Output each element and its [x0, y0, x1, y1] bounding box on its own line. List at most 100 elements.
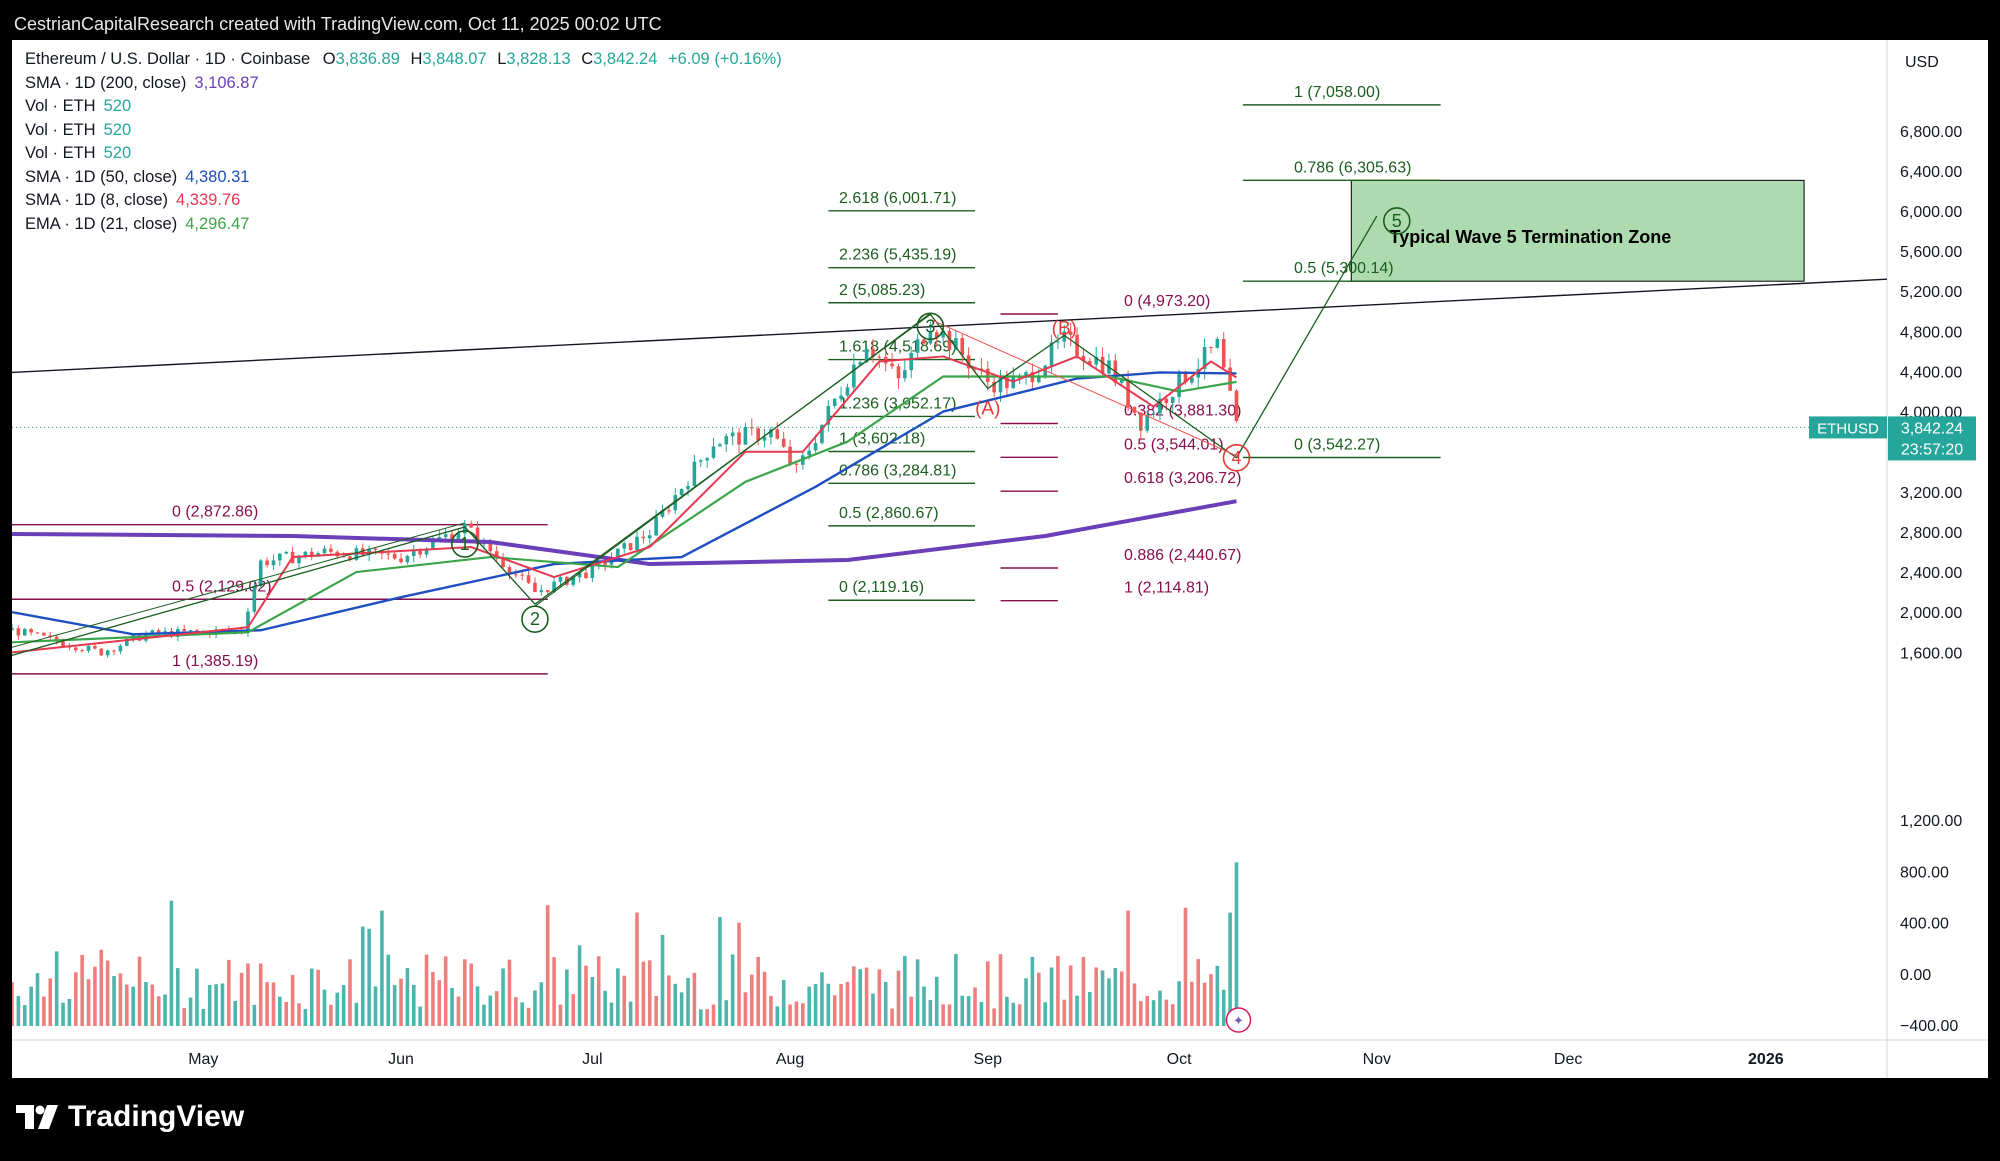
candle-body: [718, 444, 722, 447]
fib-left-label: 0.5 (2,129.02): [172, 578, 272, 595]
legend-symbol-row: Ethereum / U.S. Dollar · 1D · Coinbase O…: [25, 48, 782, 72]
candle-body: [188, 630, 193, 632]
time-axis-label: Aug: [776, 1051, 804, 1068]
candle-body: [545, 590, 550, 593]
volume-bar: [1068, 965, 1073, 1026]
candle-body: [1183, 371, 1188, 383]
volume-bar: [105, 960, 110, 1026]
volume-bar: [1017, 1004, 1022, 1026]
volume-bar: [520, 1002, 525, 1026]
volume-bar: [220, 983, 225, 1026]
candle-body: [973, 368, 977, 370]
candle-body: [373, 548, 378, 551]
volume-bar: [16, 995, 21, 1026]
indicator-label: EMA · 1D (21, close): [25, 214, 178, 233]
volume-bar: [941, 1004, 945, 1026]
volume-bar: [150, 984, 155, 1026]
candle-body: [628, 543, 633, 550]
candle-body: [431, 539, 435, 549]
price-tick-label: 5,600.00: [1900, 244, 1962, 261]
volume-bar: [730, 954, 735, 1026]
volume-bar: [1139, 1001, 1143, 1026]
candle-body: [724, 436, 729, 445]
volume-bar: [450, 987, 454, 1026]
volume-bar: [565, 969, 569, 1026]
volume-bar: [514, 997, 518, 1026]
indicator-row[interactable]: SMA · 1D (8, close) 4,339.76: [25, 189, 782, 213]
candle-body: [641, 536, 646, 539]
candle-body: [284, 551, 289, 554]
candle-body: [329, 548, 333, 552]
volume-bar: [80, 954, 84, 1026]
candle-body: [877, 356, 882, 358]
indicator-row[interactable]: SMA · 1D (50, close) 4,380.31: [25, 166, 782, 190]
volume-bar: [501, 968, 505, 1026]
candle-body: [520, 574, 525, 576]
volume-bar: [1183, 907, 1188, 1026]
volume-bar: [354, 1002, 359, 1026]
symbol-title[interactable]: Ethereum / U.S. Dollar · 1D · Coinbase: [25, 50, 311, 68]
chart-frame[interactable]: Typical Wave 5 Termination Zone 0 (2,872.…: [12, 40, 1988, 1078]
candle-body: [941, 330, 945, 338]
volume-bar: [1190, 981, 1194, 1026]
candle-body: [265, 560, 269, 566]
candle-body: [686, 485, 690, 490]
candle-body: [1228, 367, 1232, 391]
volume-bar: [405, 967, 410, 1026]
time-axis-label: 2026: [1748, 1051, 1784, 1068]
volume-bar: [380, 910, 384, 1026]
candle-body: [399, 558, 403, 563]
volume-bar: [954, 953, 958, 1026]
volume-bar: [309, 968, 314, 1026]
volume-bar: [431, 972, 435, 1026]
candle-body: [590, 564, 595, 578]
candle-body: [1011, 377, 1016, 389]
indicator-value: 3,106.87: [194, 73, 259, 92]
tradingview-brand[interactable]: TradingView: [16, 1100, 244, 1134]
volume-bar: [1202, 982, 1207, 1026]
wave-label-1: 1: [460, 534, 470, 554]
candle-body: [1202, 347, 1207, 369]
indicator-row[interactable]: Vol · ETH 520: [25, 119, 782, 143]
volume-bar: [22, 1005, 27, 1026]
volume-bar: [979, 1002, 984, 1026]
candle-body: [922, 339, 926, 344]
volume-bar: [214, 984, 218, 1026]
wave-label-B: (B): [1052, 318, 1077, 339]
indicator-row[interactable]: Vol · ETH 520: [25, 142, 782, 166]
fib-wave4-label: 0.886 (2,440.67): [1124, 547, 1241, 564]
volume-bar: [278, 996, 282, 1026]
volume-bar: [628, 1001, 633, 1026]
ohlc-open-label: O: [322, 50, 336, 68]
fib-wave5-label: 0 (3,542.27): [1294, 437, 1380, 454]
candle-body: [775, 429, 780, 439]
volume-tick-label: −400.00: [1900, 1018, 1958, 1035]
volume-bar: [947, 1004, 952, 1026]
volume-bar: [966, 996, 971, 1026]
volume-bar: [392, 985, 397, 1026]
candle-body: [1094, 356, 1098, 365]
fib-wave4-label: 0.618 (3,206.72): [1124, 470, 1241, 487]
candle-body: [80, 650, 84, 652]
volume-bar: [424, 954, 429, 1026]
tradingview-logo-icon: [16, 1105, 58, 1129]
candle-body: [360, 548, 365, 555]
candle-body: [1100, 356, 1105, 374]
candle-body: [558, 576, 563, 582]
wave-label-2: 2: [530, 609, 540, 629]
candle-body: [469, 523, 473, 528]
volume-bar: [1113, 967, 1118, 1026]
time-axis-label: May: [188, 1051, 218, 1068]
volume-bar: [960, 995, 965, 1026]
candle-body: [571, 577, 576, 585]
volume-bar: [341, 985, 346, 1026]
volume-bar: [603, 990, 607, 1026]
volume-bar: [99, 949, 104, 1026]
sparkle-icon-glyph: ✦: [1233, 1013, 1244, 1028]
candle-body: [954, 338, 958, 351]
indicator-row[interactable]: SMA · 1D (200, close) 3,106.87: [25, 72, 782, 96]
indicator-row[interactable]: EMA · 1D (21, close) 4,296.47: [25, 213, 782, 237]
chart-canvas[interactable]: Typical Wave 5 Termination Zone 0 (2,872.…: [12, 40, 1988, 1078]
candle-body: [845, 387, 850, 396]
indicator-row[interactable]: Vol · ETH 520: [25, 95, 782, 119]
